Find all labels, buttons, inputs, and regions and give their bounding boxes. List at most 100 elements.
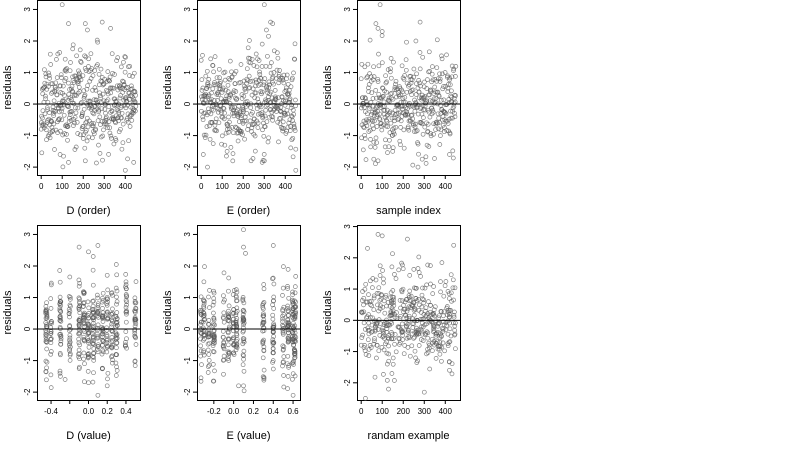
data-point [382,310,388,316]
data-point [220,329,226,334]
data-point [268,89,274,95]
data-point [99,299,105,305]
data-point [377,273,383,278]
data-point [51,98,57,104]
data-point [261,337,267,343]
data-point [113,285,119,291]
data-point [362,136,368,141]
data-point [66,21,71,26]
data-point [271,306,277,311]
data-point [78,60,84,65]
data-point [411,312,417,318]
data-point [81,106,87,112]
data-point [58,352,63,358]
data-point [293,146,299,152]
data-point [391,336,396,342]
data-point [411,74,417,80]
data-point [90,267,96,273]
x-tick-label: 400 [439,182,453,191]
data-point [90,73,96,78]
data-point [361,302,366,308]
data-point [451,68,456,73]
data-point [384,89,389,95]
data-point [91,121,97,126]
data-point [415,102,421,108]
data-point [200,314,206,319]
data-point [423,313,429,319]
data-point [437,120,442,125]
data-point [367,37,373,43]
data-point [94,347,100,352]
data-point [271,329,276,335]
data-point [452,331,458,337]
data-point [60,83,66,89]
data-point [49,91,54,96]
data-point [104,79,110,84]
data-point [439,56,445,62]
data-point [198,319,204,325]
data-point [450,285,456,291]
data-point [274,50,280,56]
data-point [114,58,119,63]
data-point [377,298,383,303]
data-point [271,298,276,304]
data-point [234,96,240,102]
data-point [377,263,383,269]
data-point [381,372,386,377]
data-point [109,290,115,296]
data-point [405,345,411,350]
data-point [450,277,456,283]
data-point [90,135,95,141]
data-point [198,322,204,327]
data-point [59,117,65,123]
data-point [80,124,86,129]
data-point [437,71,442,77]
data-point [452,323,458,329]
data-point [441,309,447,315]
data-point [293,167,299,173]
data-point [127,124,133,129]
scatter-panel-5: -0.2 0.0 0.2 0.4 0.6 -2 -1 0 1 2 3 E (value) residua… [162,225,301,442]
data-point [125,102,130,108]
data-point [210,141,216,146]
data-point [433,127,438,132]
data-point [379,292,384,297]
data-point [271,281,277,287]
data-point [419,317,425,322]
data-point [362,64,368,70]
data-point [82,290,87,296]
data-point [118,126,123,132]
data-point [124,302,129,308]
data-point [67,346,72,352]
data-point [407,288,413,294]
data-point [280,319,285,324]
data-point [289,102,294,108]
data-points [38,2,139,173]
data-point [213,116,219,122]
data-point [234,298,239,304]
data-point [206,358,212,363]
data-point [47,76,52,81]
data-point [57,279,63,285]
data-point [94,313,100,319]
data-point [81,337,87,342]
data-point [81,95,87,101]
x-tick-label: 0 [359,407,364,416]
x-tick-label: 200 [397,182,411,191]
data-point [221,106,227,112]
data-point [240,132,245,138]
plot-frame [37,0,141,176]
data-point [372,336,377,341]
data-point [261,319,267,325]
data-point [399,298,405,304]
y-tick-label: 1 [183,295,192,300]
y-tick-label: 2 [343,255,352,260]
data-point [113,373,119,378]
data-point [77,342,83,348]
data-point [86,249,91,255]
data-point [387,69,393,75]
data-point [241,244,246,250]
data-point [120,121,126,127]
data-point [421,297,427,303]
data-point [401,303,406,308]
